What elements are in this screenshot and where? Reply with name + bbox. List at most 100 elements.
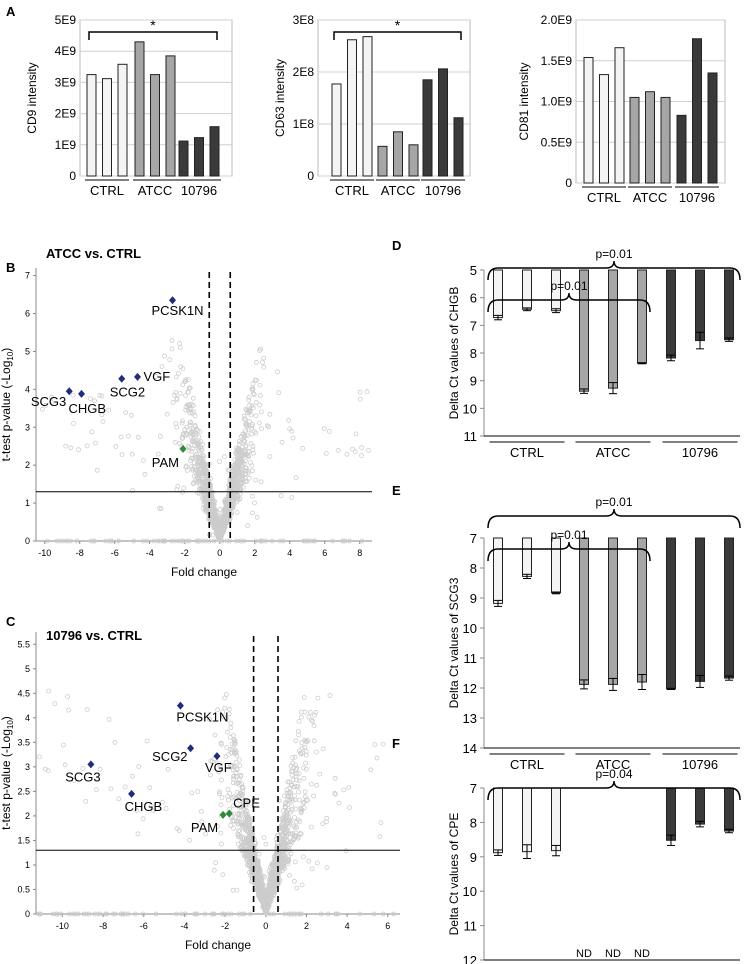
background-dot	[74, 538, 80, 544]
background-dot	[192, 454, 198, 460]
background-dot	[195, 478, 201, 484]
bar	[493, 787, 503, 854]
background-dot	[244, 433, 250, 439]
outer-bracket	[487, 508, 741, 529]
background-dot	[200, 464, 206, 470]
background-dot	[248, 460, 253, 465]
background-dot	[235, 834, 241, 840]
background-dot	[199, 809, 204, 814]
background-dot	[230, 471, 236, 477]
background-dot	[250, 450, 256, 456]
background-dot	[364, 389, 370, 395]
background-dot	[291, 765, 297, 770]
bar	[493, 537, 503, 604]
protein-label: SCG2	[110, 385, 145, 400]
background-dot	[278, 493, 284, 499]
x-tick-label: -6	[140, 921, 148, 931]
background-dot	[288, 831, 294, 837]
background-dot	[294, 771, 299, 777]
background-dot	[290, 755, 295, 760]
bar	[209, 126, 220, 177]
bar	[666, 787, 676, 841]
background-dot	[94, 467, 100, 473]
background-dot	[153, 373, 159, 379]
background-dot	[306, 858, 312, 864]
background-dot	[88, 538, 94, 544]
background-dot	[271, 911, 277, 917]
background-dot	[284, 846, 290, 852]
background-dot	[201, 461, 207, 467]
background-dot	[232, 739, 238, 745]
background-dot	[259, 426, 264, 431]
background-dot	[336, 800, 342, 806]
background-dot	[253, 477, 259, 483]
background-dot	[245, 848, 250, 854]
bar	[331, 83, 342, 177]
background-proteins	[36, 688, 397, 917]
background-dot	[37, 911, 42, 917]
background-dot	[282, 801, 288, 807]
background-dot	[225, 911, 231, 917]
background-dot	[238, 772, 244, 778]
y-tick-label: 14	[463, 741, 477, 756]
background-dot	[169, 346, 175, 352]
y-label-sub: 10	[6, 720, 15, 729]
background-dot	[302, 737, 308, 743]
background-dot	[242, 438, 248, 444]
background-dot	[261, 355, 267, 361]
background-dot	[290, 832, 296, 837]
nd-label: ND	[605, 948, 621, 960]
bar	[408, 144, 419, 177]
background-dot	[211, 911, 217, 917]
background-dot	[270, 860, 276, 866]
background-dot	[297, 911, 303, 917]
background-dot	[285, 794, 291, 799]
background-dot	[125, 911, 131, 917]
y-tick-label: 9	[470, 374, 477, 389]
background-dot	[225, 495, 231, 501]
background-dot	[192, 478, 198, 484]
background-dot	[234, 767, 240, 773]
background-dot	[240, 843, 246, 849]
background-dot	[94, 787, 99, 793]
background-dot	[280, 836, 286, 842]
bar	[134, 41, 145, 177]
background-dot	[199, 470, 204, 476]
background-dot	[208, 758, 214, 764]
protein-label: CHGB	[69, 401, 107, 416]
y-tick-label: 7	[25, 271, 30, 281]
background-dot	[187, 420, 193, 425]
protein-marker	[118, 374, 126, 383]
background-dot	[304, 797, 309, 803]
y-tick-label: 2	[25, 460, 30, 470]
group-label: ATCC	[633, 190, 667, 205]
background-dot	[323, 450, 329, 456]
protein-marker	[78, 389, 85, 398]
background-dot	[218, 830, 224, 836]
background-dot	[359, 538, 365, 544]
background-dot	[223, 754, 229, 760]
x-tick-label: 4	[287, 548, 292, 558]
y-tick-label: 12	[463, 953, 477, 964]
nd-label: ND	[576, 948, 592, 960]
background-dot	[296, 778, 302, 784]
background-dot	[62, 762, 68, 768]
background-dot	[301, 775, 307, 781]
bar	[362, 36, 373, 177]
background-dot	[292, 754, 298, 760]
background-dot	[130, 773, 135, 779]
background-dot	[179, 538, 184, 544]
y-tick-label: 11	[464, 429, 478, 444]
background-dot	[219, 538, 225, 544]
background-dot	[233, 773, 239, 779]
background-dot	[380, 911, 386, 917]
background-dot	[84, 707, 90, 712]
background-dot	[303, 766, 309, 772]
background-dot	[278, 848, 284, 854]
background-dot	[172, 538, 178, 544]
background-dot	[294, 765, 300, 771]
background-dot	[256, 883, 262, 889]
background-dot	[173, 911, 179, 917]
chart-E: 7 8 9 10 11 12 13 14 Delta Ct values of SCG3 CTRL…	[447, 495, 741, 772]
background-dot	[290, 435, 296, 441]
